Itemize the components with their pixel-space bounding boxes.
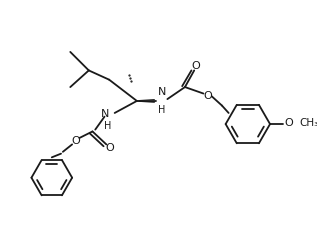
- Text: CH₃: CH₃: [300, 118, 317, 128]
- Text: N: N: [158, 87, 166, 97]
- Text: O: O: [284, 118, 293, 128]
- Text: H: H: [158, 105, 165, 115]
- Text: O: O: [71, 136, 80, 146]
- Text: H: H: [104, 121, 111, 131]
- Text: O: O: [204, 91, 212, 101]
- Text: N: N: [101, 109, 109, 119]
- Text: O: O: [106, 143, 114, 153]
- Text: O: O: [192, 61, 200, 71]
